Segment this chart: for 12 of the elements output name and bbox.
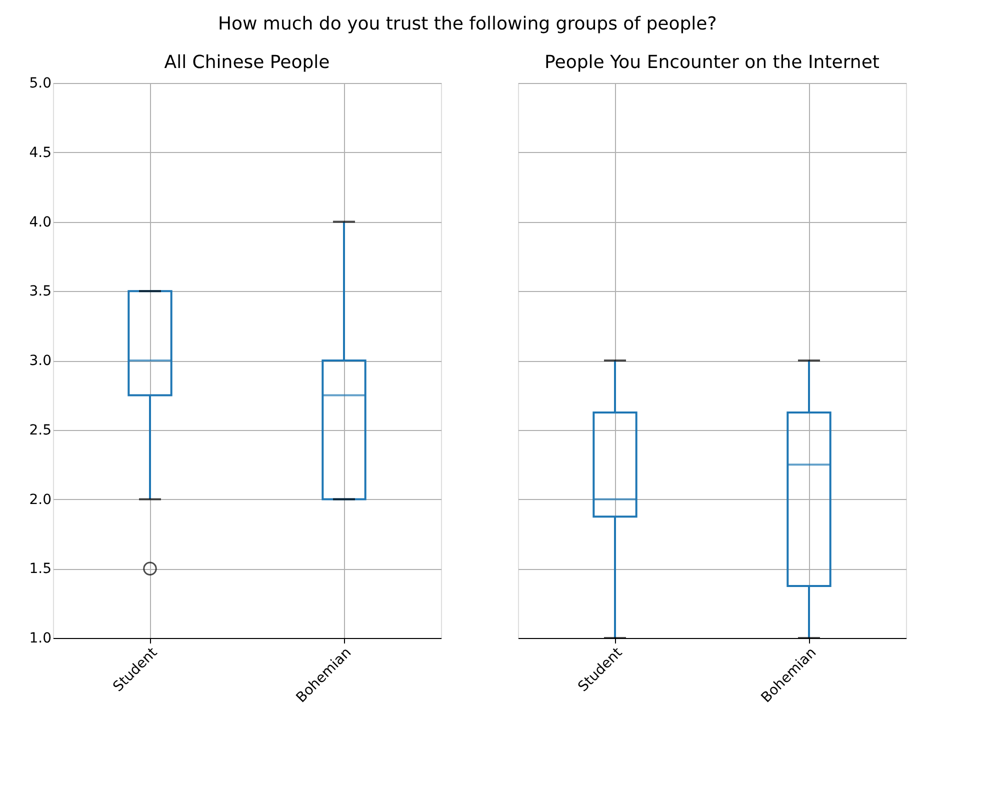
y-tick-label: 4.0: [29, 214, 52, 230]
y-tick-label: 5.0: [29, 76, 52, 92]
text: How much do you trust the following groups of people?: [218, 14, 717, 34]
y-tick-label: 4.5: [29, 144, 52, 161]
y-tick-label: 3.5: [29, 284, 52, 300]
y-tick-label: 1.0: [29, 630, 52, 646]
chart-title: People You Encounter on the Internet: [544, 52, 880, 73]
y-tick-label: 2.5: [29, 422, 52, 438]
chart-title: All Chinese People: [164, 52, 330, 73]
y-tick-label: 2.0: [29, 492, 52, 508]
y-tick-label: 3.0: [29, 353, 52, 369]
y-tick-label: 1.5: [29, 561, 52, 578]
